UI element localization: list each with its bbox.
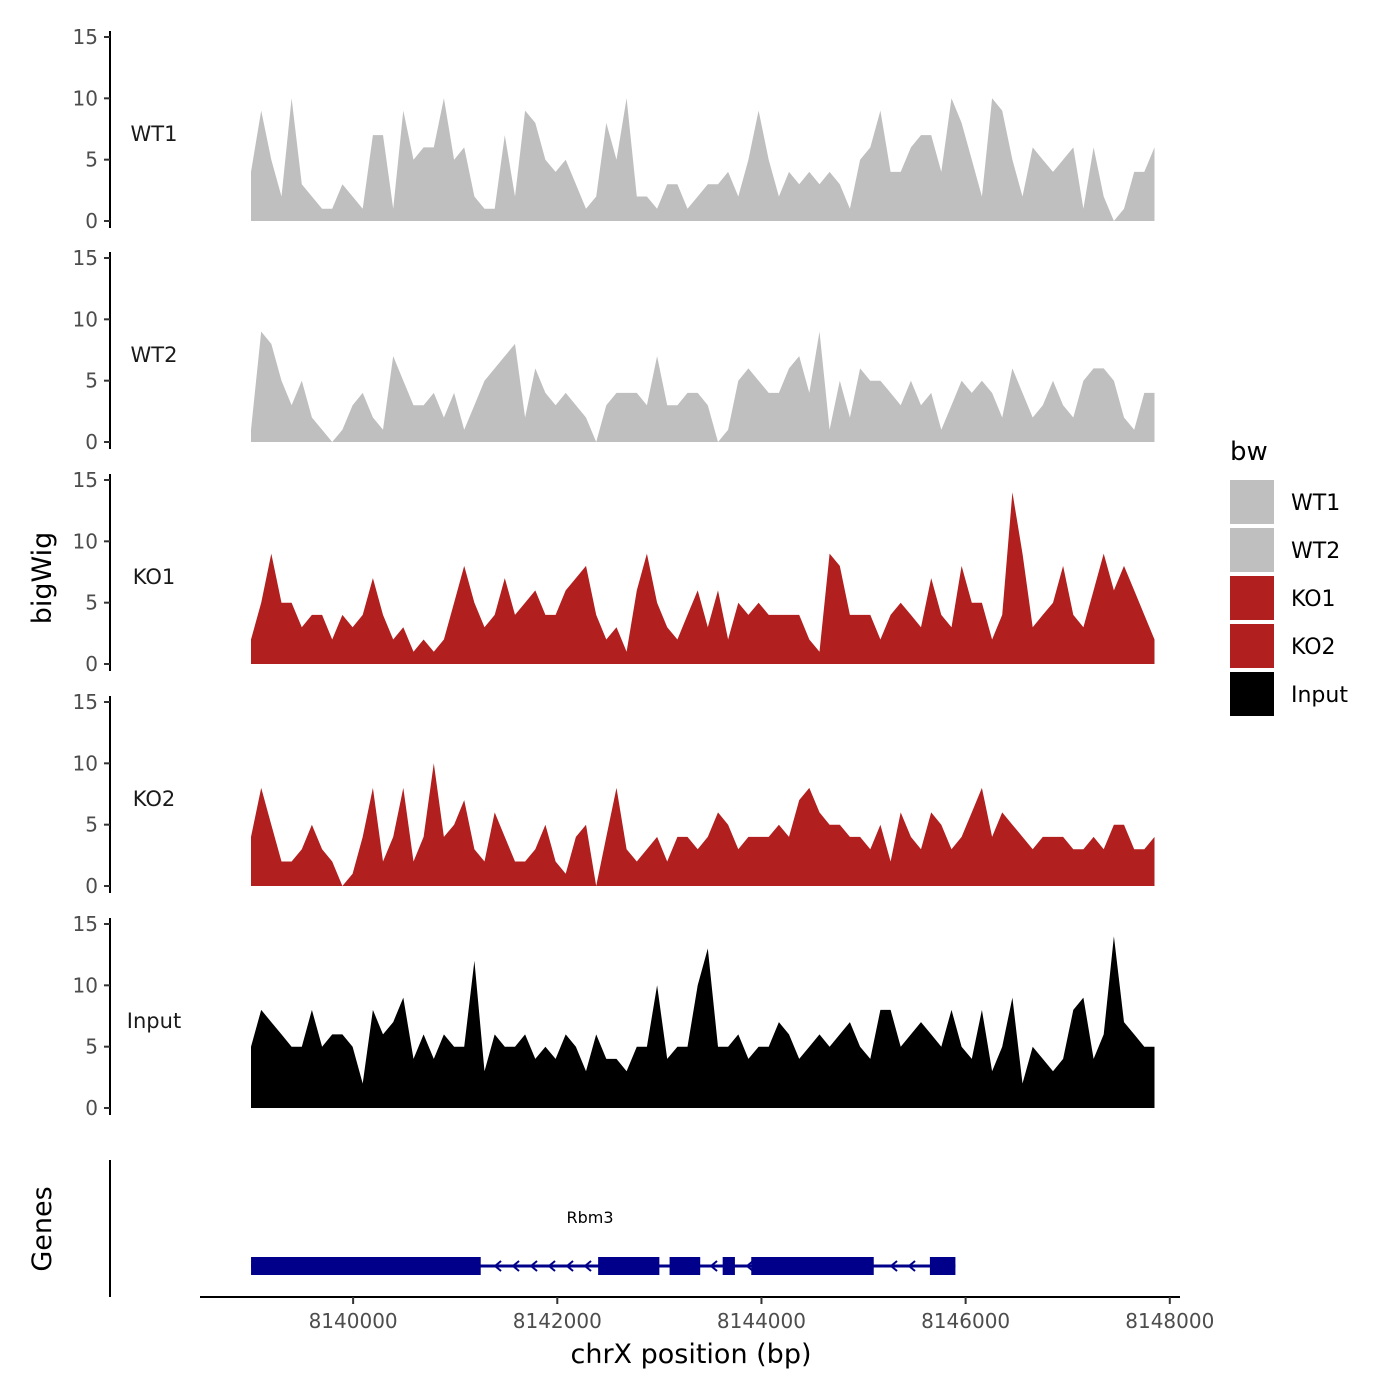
x-tick-label: 8140000	[309, 1309, 398, 1333]
strand-arrow	[583, 1260, 592, 1272]
x-tick-label: 8148000	[1125, 1309, 1214, 1333]
y-tick-label: 15	[73, 690, 98, 714]
genes-axis-title: Genes	[27, 1186, 58, 1271]
coverage-tracks: 0 5 10 15 WT1 0 5 10 15 WT2 0 5 10 15 KO1 0 5 10 15 KO2 0 5 10…	[73, 25, 1155, 1120]
gene-exon	[722, 1257, 735, 1275]
legend-key-wt2	[1230, 528, 1274, 572]
track-label: Input	[127, 1009, 181, 1033]
strand-arrow	[547, 1260, 556, 1272]
legend-key-input	[1230, 672, 1274, 716]
y-tick-label: 0	[85, 430, 98, 454]
y-tick-label: 10	[73, 307, 98, 331]
track-wt2: 0 5 10 15 WT2	[73, 246, 1155, 454]
gene-label: Rbm3	[566, 1208, 613, 1227]
legend-label-ko1: KO1	[1291, 587, 1336, 612]
strand-arrow	[493, 1260, 502, 1272]
gene-exon	[251, 1257, 481, 1275]
coverage-area-input	[251, 936, 1155, 1108]
legend-label-wt1: WT1	[1291, 491, 1340, 516]
y-tick-label: 15	[73, 25, 98, 49]
y-tick-label: 0	[85, 652, 98, 676]
y-tick-label: 0	[85, 874, 98, 898]
y-tick-label: 5	[85, 813, 98, 837]
coverage-area-ko1	[251, 492, 1155, 664]
x-axis-title: chrX position (bp)	[570, 1339, 811, 1370]
genes-panel: Rbm3	[109, 1160, 956, 1297]
legend: bw WT1 WT2 KO1 KO2 Input	[1230, 437, 1348, 716]
y-tick-label: 0	[85, 209, 98, 233]
y-tick-label: 10	[73, 529, 98, 553]
strand-arrow	[709, 1260, 718, 1272]
y-tick-label: 10	[73, 86, 98, 110]
coverage-area-wt1	[251, 98, 1155, 221]
legend-key-ko2	[1230, 624, 1274, 668]
y-tick-label: 15	[73, 912, 98, 936]
strand-arrow	[907, 1260, 916, 1272]
track-ko2: 0 5 10 15 KO2	[73, 690, 1155, 898]
legend-label-wt2: WT2	[1291, 539, 1340, 564]
y-tick-label: 15	[73, 246, 98, 270]
coverage-area-ko2	[251, 763, 1155, 886]
track-wt1: 0 5 10 15 WT1	[73, 25, 1155, 233]
y-tick-label: 15	[73, 468, 98, 492]
x-tick-label: 8144000	[717, 1309, 806, 1333]
coverage-area-wt2	[251, 331, 1155, 442]
y-tick-label: 5	[85, 148, 98, 172]
legend-key-ko1	[1230, 576, 1274, 620]
gene-exon	[929, 1257, 956, 1275]
strand-arrow	[511, 1260, 520, 1272]
track-label: KO2	[133, 787, 176, 811]
y-tick-label: 10	[73, 751, 98, 775]
track-input: 0 5 10 15 Input	[73, 912, 1155, 1120]
track-ko1: 0 5 10 15 KO1	[73, 468, 1155, 676]
y-tick-label: 10	[73, 973, 98, 997]
gene-exon	[669, 1257, 701, 1275]
strand-arrow	[529, 1260, 538, 1272]
legend-label-input: Input	[1291, 683, 1348, 708]
legend-key-wt1	[1230, 480, 1274, 524]
strand-arrow	[745, 1260, 754, 1272]
x-tick-label: 8142000	[513, 1309, 602, 1333]
y-tick-label: 5	[85, 1035, 98, 1059]
gene-exon	[598, 1257, 660, 1275]
x-tick-label: 8146000	[921, 1309, 1010, 1333]
track-label: KO1	[133, 565, 176, 589]
strand-arrow	[565, 1260, 574, 1272]
y-tick-label: 0	[85, 1096, 98, 1120]
y-axis-title: bigWig	[27, 532, 58, 625]
y-tick-label: 5	[85, 369, 98, 393]
legend-title: bw	[1230, 437, 1268, 467]
track-label: WT1	[131, 122, 178, 146]
gene-exon	[751, 1257, 874, 1275]
gene-rbm3: Rbm3	[251, 1208, 956, 1275]
legend-label-ko2: KO2	[1291, 635, 1336, 660]
y-tick-label: 5	[85, 591, 98, 615]
x-axis: 8140000 8142000 8144000 8146000 8148000	[200, 1296, 1214, 1333]
track-label: WT2	[131, 343, 178, 367]
strand-arrow	[889, 1260, 898, 1272]
